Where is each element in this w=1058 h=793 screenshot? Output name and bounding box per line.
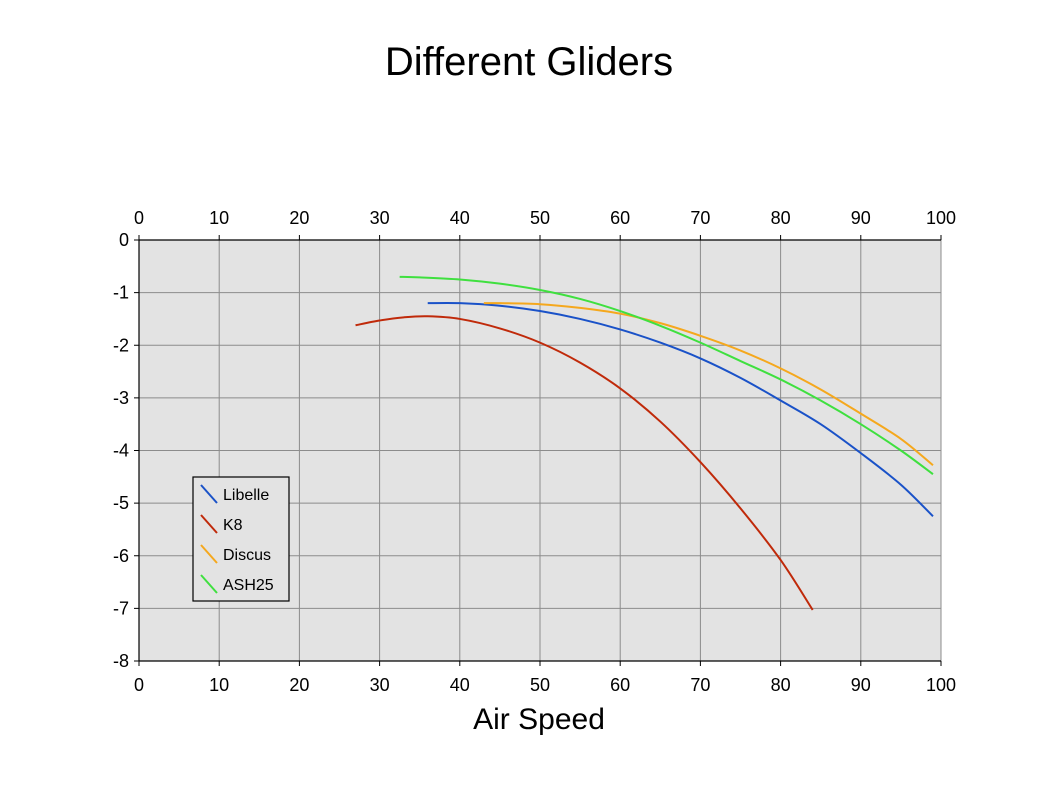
x-tick-label-top: 20 xyxy=(289,208,309,228)
y-tick-label: -6 xyxy=(113,546,129,566)
series-line-ash25 xyxy=(399,275,934,475)
y-tick-label: 0 xyxy=(119,230,129,250)
x-tick-label-top: 60 xyxy=(610,208,630,228)
x-tick-label: 20 xyxy=(289,675,309,695)
x-tick-label: 50 xyxy=(530,675,550,695)
x-tick-label-top: 80 xyxy=(771,208,791,228)
legend-label-libelle: Libelle xyxy=(223,487,269,504)
y-tick-label: -3 xyxy=(113,388,129,408)
y-tick-label: -1 xyxy=(113,283,129,303)
x-tick-label-top: 10 xyxy=(209,208,229,228)
legend-label-ash25: ASH25 xyxy=(223,577,274,594)
series-line-k8 xyxy=(355,315,814,611)
x-tick-label-top: 40 xyxy=(450,208,470,228)
legend-swatch-discus xyxy=(200,544,218,564)
legend: Libelle K8 Discus ASH25 xyxy=(192,476,290,602)
x-tick-label-top: 70 xyxy=(690,208,710,228)
x-tick-label-top: 0 xyxy=(134,208,144,228)
legend-swatch-libelle xyxy=(200,484,218,504)
x-tick-label: 100 xyxy=(926,675,956,695)
legend-box xyxy=(192,476,290,602)
x-tick-label: 70 xyxy=(690,675,710,695)
y-tick-label: -5 xyxy=(113,493,129,513)
x-tick-label: 80 xyxy=(771,675,791,695)
series-line-discus xyxy=(483,302,934,467)
x-tick-label: 60 xyxy=(610,675,630,695)
series-line-libelle xyxy=(427,301,934,517)
x-axis-label: Air Speed xyxy=(473,703,605,736)
x-tick-label: 30 xyxy=(370,675,390,695)
y-tick-label: -8 xyxy=(113,651,129,671)
legend-swatch-ash25 xyxy=(200,574,218,594)
legend-label-discus: Discus xyxy=(223,547,271,564)
x-tick-label-top: 30 xyxy=(370,208,390,228)
x-tick-label-top: 100 xyxy=(926,208,956,228)
x-tick-label-top: 50 xyxy=(530,208,550,228)
x-tick-label: 40 xyxy=(450,675,470,695)
y-tick-label: -2 xyxy=(113,335,129,355)
legend-swatch-k8 xyxy=(200,514,218,534)
chart-title: Different Gliders xyxy=(384,40,674,84)
x-tick-label: 0 xyxy=(134,675,144,695)
y-tick-label: -4 xyxy=(113,441,129,461)
y-tick-label: -7 xyxy=(113,598,129,618)
x-tick-label-top: 90 xyxy=(851,208,871,228)
legend-label-k8: K8 xyxy=(223,517,243,534)
x-tick-label: 90 xyxy=(851,675,871,695)
x-tick-label: 10 xyxy=(209,675,229,695)
